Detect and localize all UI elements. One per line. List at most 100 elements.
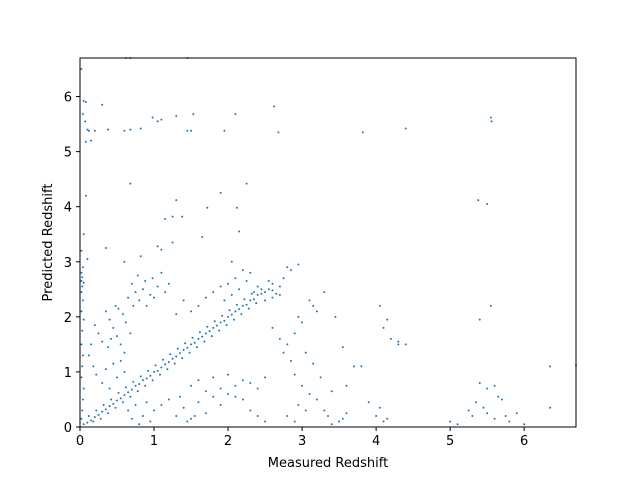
data-point: [80, 417, 83, 420]
data-point: [297, 263, 300, 266]
data-point: [219, 403, 222, 406]
data-point: [206, 325, 209, 328]
data-point: [192, 113, 195, 116]
data-point: [145, 304, 148, 307]
data-point: [160, 271, 163, 274]
data-point: [197, 379, 200, 382]
data-point: [151, 277, 154, 280]
data-point: [149, 374, 152, 377]
data-point: [112, 362, 115, 365]
data-point: [127, 409, 130, 412]
data-point: [235, 303, 238, 306]
data-point: [212, 326, 215, 329]
data-point: [378, 406, 381, 409]
data-point: [204, 296, 207, 299]
data-point: [341, 346, 344, 349]
data-point: [315, 398, 318, 401]
data-point: [330, 390, 333, 393]
data-point: [84, 101, 87, 104]
data-point: [219, 191, 222, 194]
data-point: [264, 299, 267, 302]
data-point: [190, 129, 193, 132]
data-point: [212, 291, 215, 294]
data-point: [235, 206, 238, 209]
data-point: [190, 343, 193, 346]
data-point: [249, 271, 252, 274]
y-axis-label: Predicted Redshift: [41, 184, 56, 302]
data-point: [119, 397, 122, 400]
data-point: [110, 398, 113, 401]
data-point: [123, 394, 126, 397]
data-point: [308, 299, 311, 302]
data-point: [308, 392, 311, 395]
data-point: [230, 313, 233, 316]
data-point: [95, 409, 98, 412]
data-point: [345, 384, 348, 387]
data-point: [117, 307, 120, 310]
data-point: [471, 414, 474, 417]
data-point: [210, 335, 213, 338]
data-point: [260, 292, 263, 295]
data-point: [181, 357, 184, 360]
data-point: [249, 299, 252, 302]
data-point: [123, 351, 126, 354]
data-point: [304, 351, 307, 354]
data-point: [301, 321, 304, 324]
data-point: [319, 376, 322, 379]
data-point: [175, 199, 178, 202]
data-point: [116, 335, 119, 338]
data-point: [289, 269, 292, 272]
data-point: [123, 260, 126, 263]
data-point: [204, 412, 207, 415]
data-point: [193, 414, 196, 417]
data-point: [204, 390, 207, 393]
data-point: [478, 318, 481, 321]
data-point: [293, 332, 296, 335]
data-point: [134, 384, 137, 387]
data-point: [252, 298, 255, 301]
data-point: [92, 365, 95, 368]
y-tick-label: 6: [64, 91, 72, 106]
data-point: [271, 289, 274, 292]
data-point: [508, 420, 511, 423]
data-point: [90, 139, 93, 142]
data-point: [193, 341, 196, 344]
data-point: [323, 409, 326, 412]
data-point: [277, 131, 280, 134]
data-point: [243, 298, 246, 301]
x-tick-label: 3: [298, 434, 306, 449]
x-axis-label: Measured Redshift: [268, 456, 388, 471]
data-point: [84, 140, 87, 143]
x-axis-ticks: 0 1 2 3 4 5 6: [76, 427, 528, 449]
data-point: [267, 280, 270, 283]
data-point: [245, 303, 248, 306]
data-point: [149, 420, 152, 423]
data-point: [138, 383, 141, 386]
data-point: [101, 103, 104, 106]
data-point: [341, 417, 344, 420]
data-point: [213, 320, 216, 323]
data-point: [190, 384, 193, 387]
data-point: [139, 255, 142, 258]
data-point: [219, 321, 222, 324]
data-point: [334, 315, 337, 318]
data-point: [134, 291, 137, 294]
data-point: [184, 342, 187, 345]
data-point: [116, 399, 119, 402]
data-point: [129, 182, 132, 185]
data-point: [397, 343, 400, 346]
data-point: [215, 324, 218, 327]
data-point: [82, 233, 85, 236]
data-point: [108, 405, 111, 408]
data-point: [97, 332, 100, 335]
data-point: [267, 288, 270, 291]
data-point: [500, 398, 503, 401]
data-point: [167, 361, 170, 364]
data-point: [382, 326, 385, 329]
data-point: [212, 376, 215, 379]
y-tick-label: 1: [64, 366, 72, 381]
data-point: [112, 402, 115, 405]
data-point: [80, 249, 83, 252]
data-point: [82, 318, 85, 321]
data-point: [87, 414, 90, 417]
